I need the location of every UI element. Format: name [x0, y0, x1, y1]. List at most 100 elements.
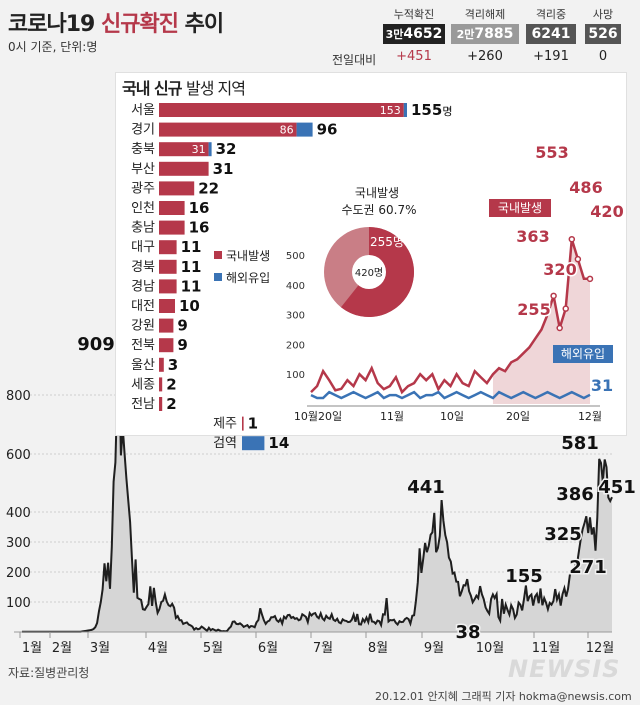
domestic-bar	[159, 318, 174, 333]
inset-point	[568, 235, 576, 243]
inset-y-tick: 200	[286, 340, 305, 351]
inset-y-tick: 500	[286, 251, 305, 262]
inset-x-label: 20일	[506, 409, 530, 423]
inset-domestic-tag-bg	[489, 199, 551, 217]
domestic-bar	[159, 122, 297, 137]
bar-total-label: 22	[198, 179, 219, 197]
region-label: 경북	[131, 260, 155, 275]
data-label: 451	[598, 477, 636, 498]
region-label: 울산	[131, 358, 155, 373]
donut-capital-label: 255명	[370, 235, 404, 249]
region-label: 충남	[131, 221, 155, 236]
domestic-bar	[159, 338, 174, 353]
inset-imported-tag-bg	[553, 345, 613, 363]
region-label: 서울	[131, 103, 155, 118]
stat-value-number: 7885	[474, 26, 514, 42]
legend-swatch-domestic	[214, 251, 222, 259]
panel-title-rest: 발생 지역	[186, 79, 246, 98]
bar-total-label: 32	[216, 140, 237, 158]
data-label: 909	[77, 334, 115, 355]
region-label: 강원	[131, 319, 155, 334]
inset-point	[556, 324, 563, 332]
data-label: 38	[455, 622, 480, 643]
x-tick-label: 9월	[424, 641, 444, 656]
stat-value: 2만7885	[451, 24, 519, 44]
data-label: 155	[505, 566, 543, 587]
data-label: 271	[569, 557, 607, 578]
bar-total-label: 3	[168, 356, 178, 374]
bar-total-label: 11	[181, 238, 202, 256]
imported-bar	[208, 142, 212, 157]
inset-point	[574, 255, 582, 263]
bar-total-label: 10	[179, 297, 200, 315]
credit-line: 20.12.01 안지혜 그래픽 기자 hokma@newsis.com	[375, 690, 632, 703]
inset-y-tick: 100	[286, 370, 305, 381]
inset-point	[586, 275, 594, 283]
bar-inner-label: 153	[380, 104, 401, 117]
page-subtitle: 0시 기준, 단위:명	[8, 40, 98, 54]
x-tick-label: 1월	[22, 641, 42, 656]
data-label: 386	[556, 484, 594, 505]
imported-bar	[296, 122, 313, 137]
stat-value: 6241	[526, 24, 576, 44]
domestic-bar	[159, 220, 185, 235]
domestic-bar	[159, 201, 185, 215]
region-label: 경남	[131, 279, 155, 294]
panel-title-bold: 국내 신규	[122, 79, 182, 98]
inset-y-tick: 300	[286, 311, 305, 322]
stat-value-number: 4652	[403, 26, 443, 42]
page-title: 코로나19 신규확진 추이	[8, 6, 224, 38]
stat-diff: 0	[598, 49, 608, 64]
inset-imported-tag: 해외유입	[561, 347, 605, 361]
stat-label: 격리중	[535, 8, 567, 21]
imported-bar	[403, 103, 407, 117]
inset-x-label: 11월	[380, 410, 404, 423]
y-tick-label: 300	[6, 536, 31, 551]
diff-label: 전일대비	[332, 53, 377, 67]
inset-domestic-line	[310, 238, 590, 395]
stat-diff: +260	[467, 49, 503, 64]
stat-diff: +191	[533, 49, 569, 64]
x-tick-label: 8월	[368, 641, 388, 656]
domestic-bar	[159, 259, 177, 274]
x-tick-label: 10월	[476, 641, 505, 656]
bar-total-label: 2	[166, 375, 176, 393]
x-tick-label: 2월	[52, 641, 72, 656]
region-label: 세종	[131, 377, 155, 392]
donut-center-label: 420명	[355, 267, 383, 279]
inset-point	[562, 305, 569, 312]
data-label: 325	[544, 524, 582, 545]
inset-data-label: 486	[569, 178, 602, 197]
stat-diff: +451	[396, 49, 432, 64]
title-tail: 추이	[184, 12, 224, 37]
stat-value-number: 526	[588, 26, 618, 42]
donut-subtitle: 수도권 60.7%	[341, 203, 416, 217]
stat-value-prefix: 3만	[385, 28, 404, 41]
y-tick-label: 200	[6, 566, 31, 581]
inset-x-label: 10월20일	[294, 409, 342, 423]
legend-imported: 해외유입	[226, 271, 270, 285]
bar-total-label: 9	[177, 317, 187, 335]
stat-value: 3만4652	[383, 24, 445, 44]
stat-label: 사망	[592, 8, 614, 21]
bar-total-label: 96	[317, 121, 338, 139]
inset-domestic-tag: 국내발생	[498, 201, 542, 215]
region-label: 전북	[131, 338, 155, 353]
domestic-bar	[159, 103, 404, 117]
bar-total-label: 9	[177, 336, 187, 354]
legend-domestic: 국내발생	[226, 249, 270, 263]
region-label: 검역	[213, 436, 237, 451]
stat-value-prefix: 2만	[456, 28, 475, 41]
source-note: 자료:질병관리청	[8, 666, 90, 680]
domestic-bar	[159, 181, 195, 196]
bar-inner-label: 86	[280, 124, 294, 137]
region-label: 대구	[131, 240, 155, 255]
domestic-bar	[159, 240, 177, 255]
data-label: 441	[407, 477, 445, 498]
inset-data-label: 363	[516, 227, 549, 246]
bar-total-label: 1	[248, 415, 258, 433]
stat-label: 격리해제	[464, 8, 506, 21]
region-label: 대전	[131, 299, 155, 314]
inset-y-tick: 400	[286, 281, 305, 292]
bar-total-label: 155명	[411, 101, 452, 119]
